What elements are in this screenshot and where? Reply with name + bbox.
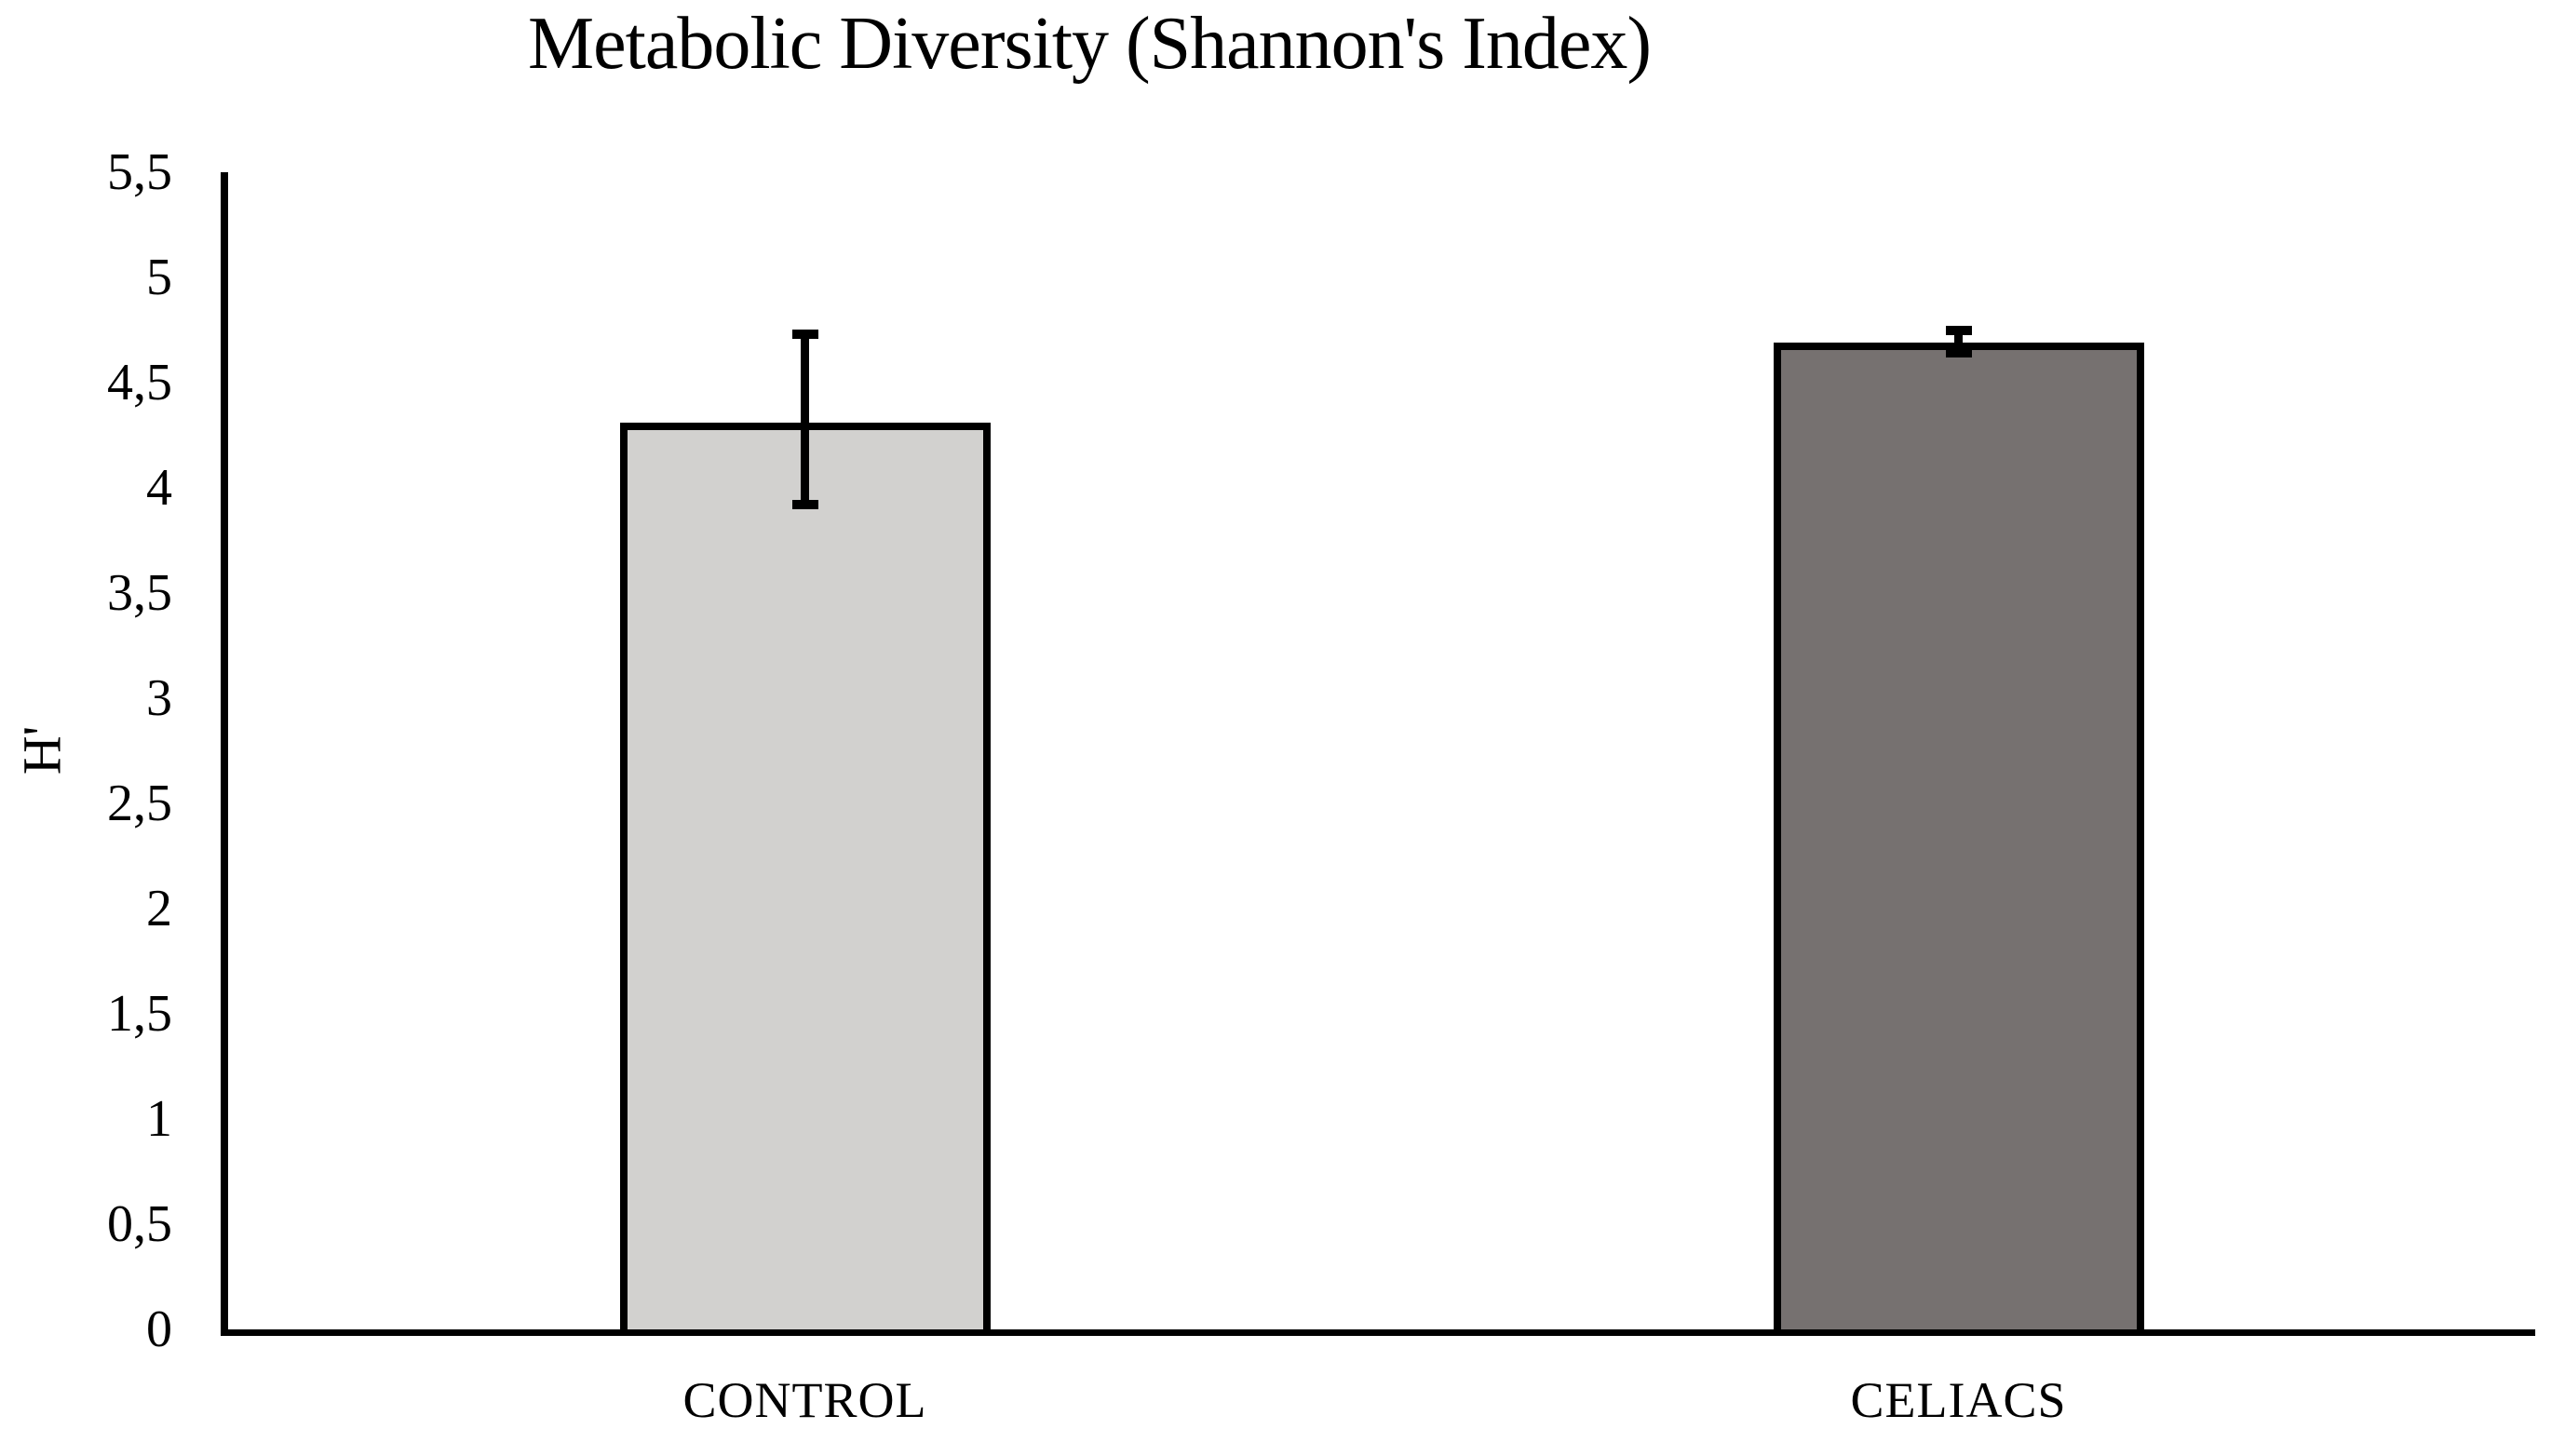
y-tick-label: 0,5: [107, 1195, 172, 1253]
bar-control: [619, 422, 991, 1329]
bar-celiacs: [1773, 343, 2144, 1329]
y-tick-label: 5,5: [107, 143, 172, 201]
error-bar-cap: [791, 330, 818, 340]
y-tick-label: 2: [146, 880, 172, 937]
y-tick-label: 3,5: [107, 564, 172, 622]
y-tick-label: 1,5: [107, 985, 172, 1043]
error-bar-stem: [1954, 330, 1963, 354]
plot-area: [221, 172, 2535, 1336]
y-tick-label: 3: [146, 669, 172, 727]
x-category-label-celiacs: CELIACS: [1850, 1372, 2067, 1428]
chart-title: Metabolic Diversity (Shannon's Index): [527, 3, 1652, 85]
error-bar-cap: [791, 500, 818, 510]
error-bar-cap: [1945, 348, 1972, 358]
y-tick-label: 1: [146, 1090, 172, 1148]
y-tick-label: 4: [146, 459, 172, 517]
error-bar-cap: [1945, 325, 1972, 335]
y-axis-label: H': [11, 725, 73, 775]
y-tick-label: 2,5: [107, 775, 172, 832]
error-bar-stem: [801, 334, 809, 506]
y-tick-label: 0: [146, 1301, 172, 1358]
x-category-label-control: CONTROL: [682, 1372, 927, 1428]
y-tick-label: 4,5: [107, 354, 172, 411]
y-tick-label: 5: [146, 249, 172, 306]
